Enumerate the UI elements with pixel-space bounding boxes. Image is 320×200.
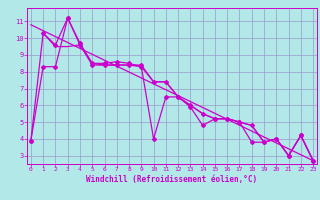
X-axis label: Windchill (Refroidissement éolien,°C): Windchill (Refroidissement éolien,°C) (86, 175, 258, 184)
